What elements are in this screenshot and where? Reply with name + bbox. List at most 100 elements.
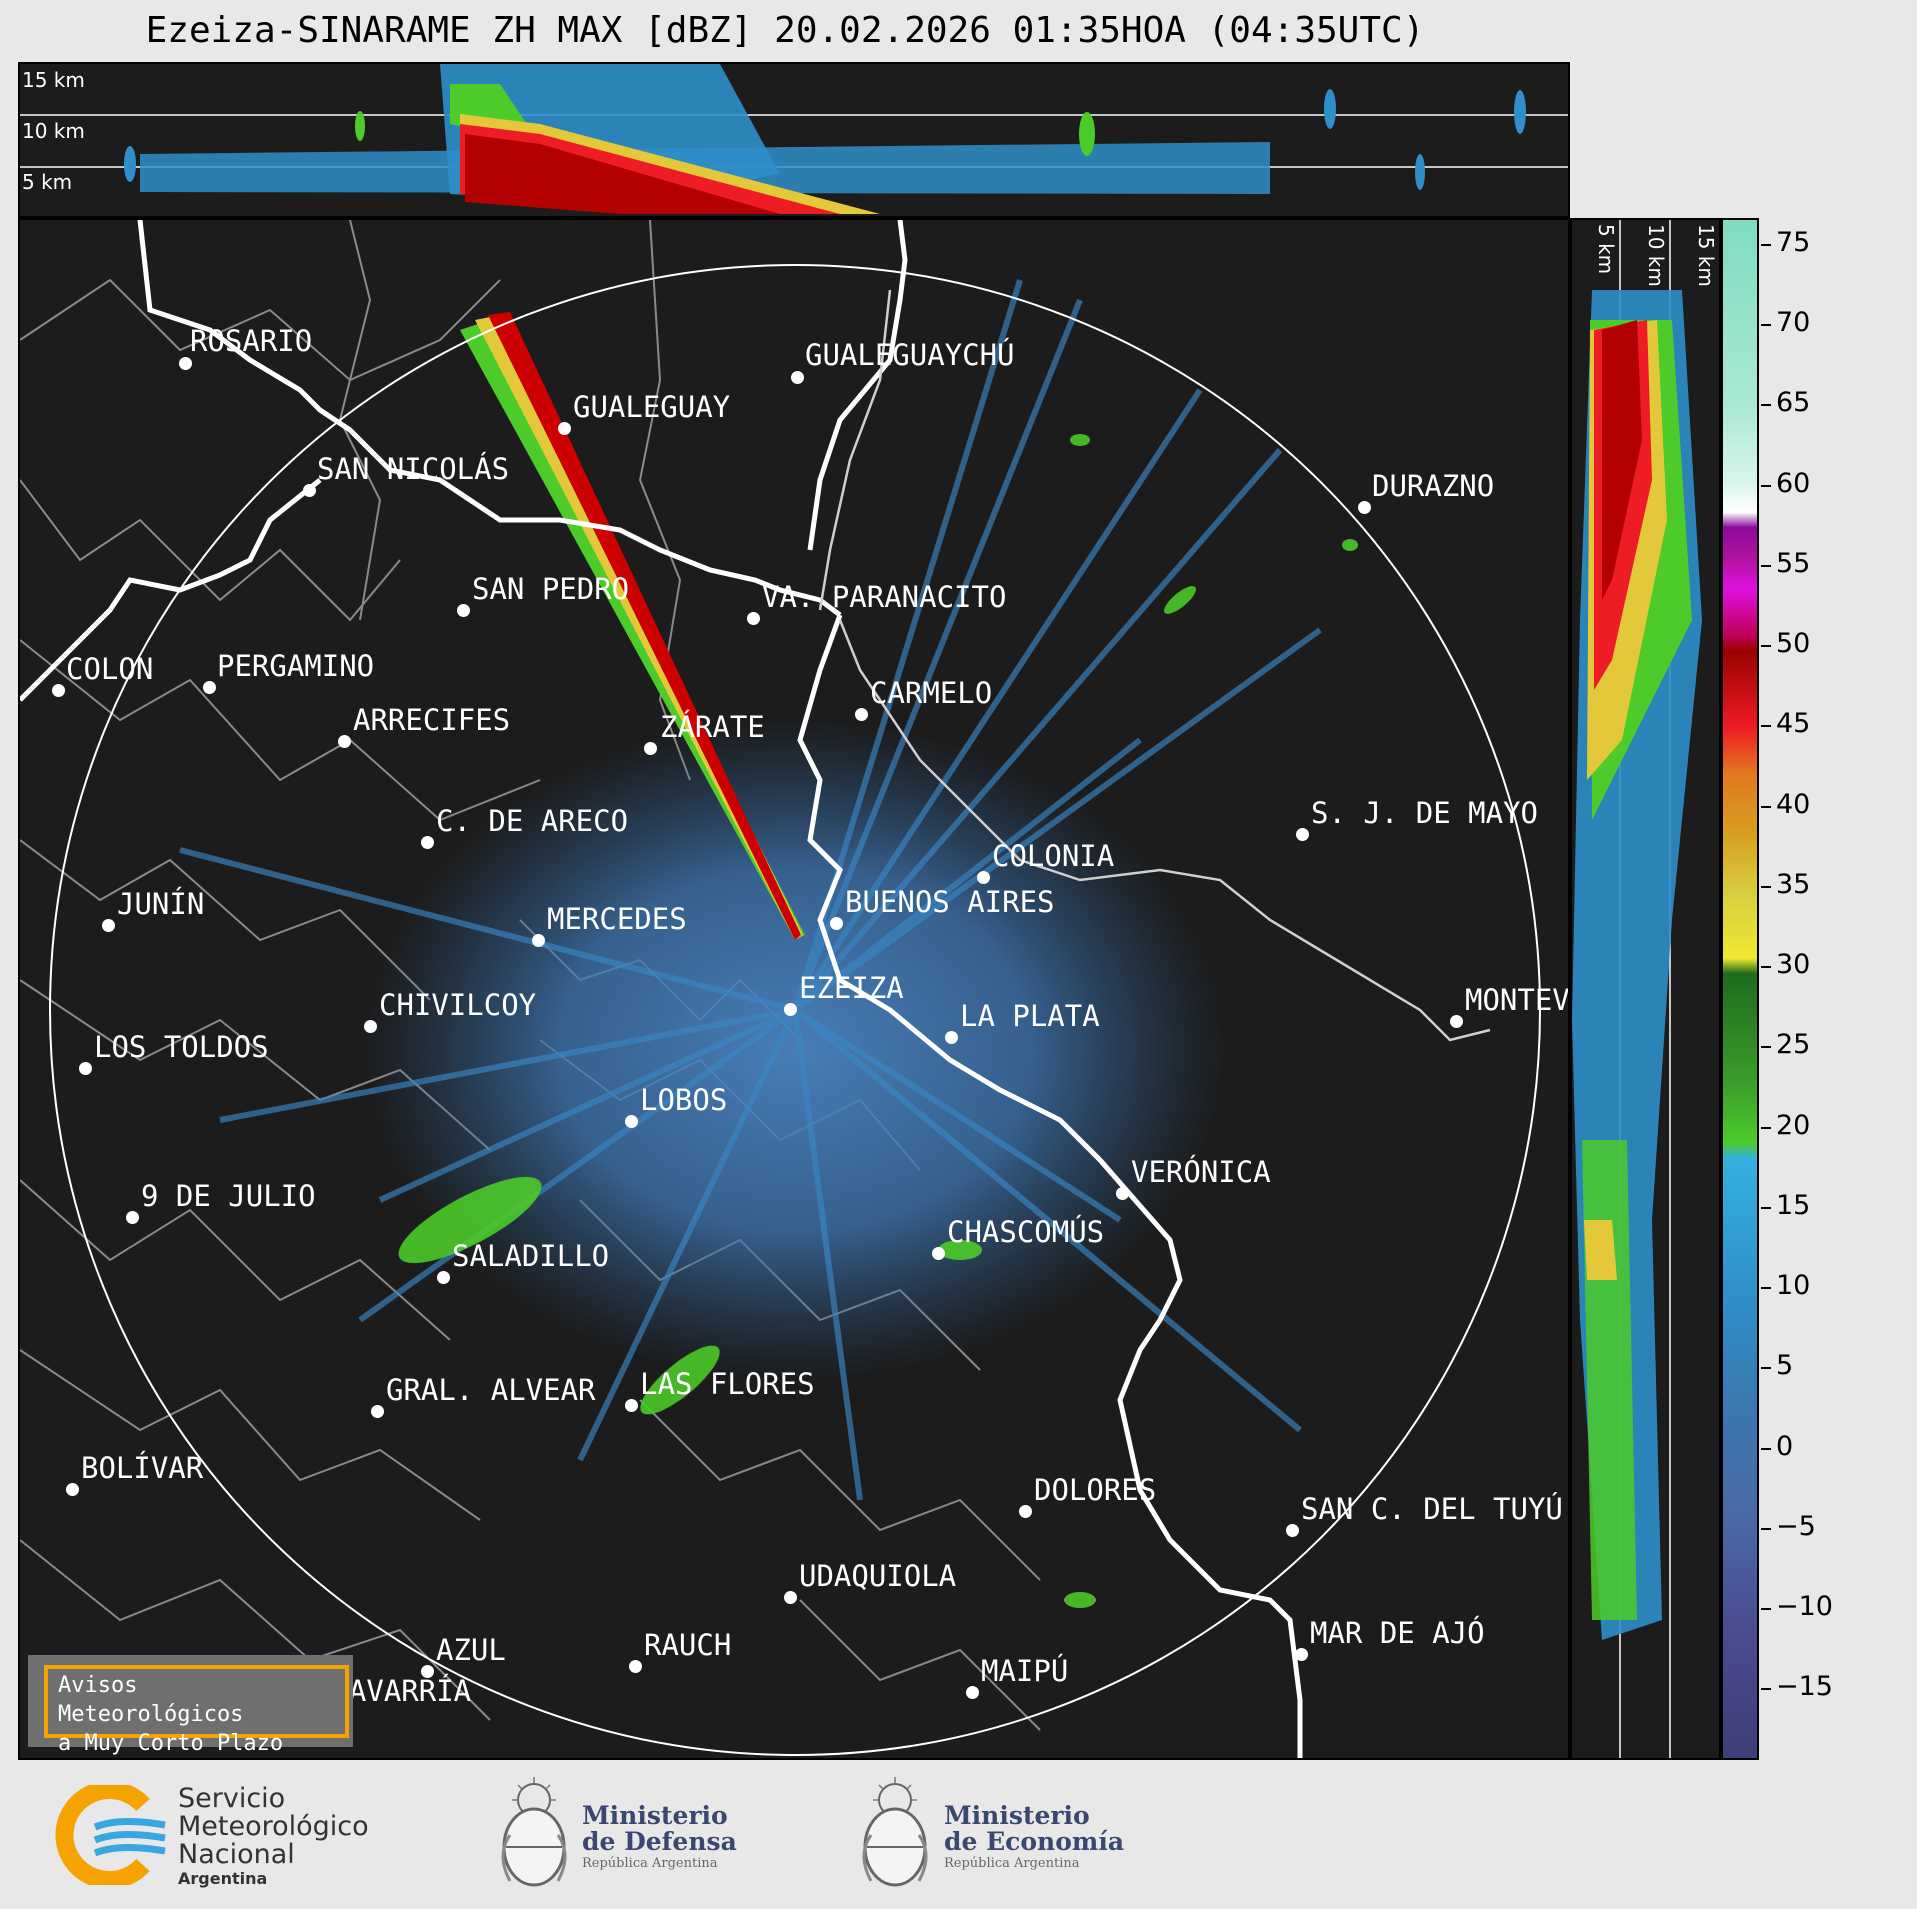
city-dot (791, 371, 804, 384)
city-dot (932, 1247, 945, 1260)
side-cross-section-graphic (1572, 220, 1702, 1758)
city-buenos-aires: BUENOS AIRES (845, 885, 1055, 919)
river-lines (818, 289, 1491, 1042)
city-durazno: DURAZNO (1372, 469, 1495, 503)
city-carmelo: CARMELO (870, 676, 993, 710)
colorbar-tick-20: 20 (1776, 1110, 1811, 1141)
top-height-label-5: 5 km (22, 170, 73, 194)
smn-logo-text: Servicio Meteorológico Nacional Argentin… (178, 1785, 369, 1889)
economia-line-1: Ministerio (944, 1801, 1090, 1830)
city-dot (126, 1211, 139, 1224)
defensa-line-1: Ministerio (582, 1801, 728, 1830)
city-chivilcoy: CHIVILCOY (379, 988, 537, 1022)
side-height-label-10: 10 km (1644, 224, 1668, 287)
city-dot (644, 742, 657, 755)
city-dot (625, 1115, 638, 1128)
colorbar-tick-75: 75 (1776, 227, 1811, 258)
colorbar-tick-15: 15 (1776, 1190, 1811, 1221)
economia-logo-text: Ministerio de Economía República Argenti… (944, 1803, 1124, 1873)
map-graphic (20, 220, 1541, 1758)
city-colonia: COLONIA (992, 839, 1115, 873)
city-dot (532, 934, 545, 947)
defensa-logo-text: Ministerio de Defensa República Argentin… (582, 1803, 737, 1873)
city-dot (1295, 1648, 1308, 1661)
warning-banner-text: Avisos Meteorológicos a Muy Corto Plazo (44, 1665, 349, 1756)
city-dot (371, 1405, 384, 1418)
smn-logo-icon (55, 1785, 166, 1885)
city-dot (1450, 1015, 1463, 1028)
city-dolores: DOLORES (1034, 1473, 1157, 1507)
city-san-c-del-tuyu: SAN C. DEL TUYÚ (1301, 1492, 1563, 1526)
city-arrecifes: ARRECIFES (353, 703, 511, 737)
range-ring (49, 264, 1541, 1756)
colorbar-tick-30: 30 (1776, 949, 1811, 980)
city-san-nicolas: SAN NICOLÁS (317, 452, 510, 486)
warning-line-1: Avisos Meteorológicos (58, 1673, 244, 1727)
warning-line-2: a Muy Corto Plazo (58, 1731, 284, 1756)
economia-line-2: de Economía (944, 1827, 1125, 1856)
city-gualeguaychu: GUALEGUAYCHÚ (805, 338, 1015, 372)
city-dot (338, 735, 351, 748)
city-mercedes: MERCEDES (547, 902, 687, 936)
city-gral-alvear: GRAL. ALVEAR (386, 1373, 596, 1407)
coast-borders (20, 220, 1303, 1758)
city-dot (625, 1399, 638, 1412)
city-dot (66, 1483, 79, 1496)
top-cross-section: 15 km 10 km 5 km (18, 62, 1570, 218)
city-dot (629, 1660, 642, 1673)
city-dot (457, 604, 470, 617)
city-montevideo: MONTEVIDEO (1465, 983, 1570, 1017)
economia-line-3: República Argentina (944, 1856, 1080, 1871)
colorbar-tick-minus10: −10 (1776, 1591, 1833, 1622)
city-dot (1019, 1505, 1032, 1518)
city-dot (421, 1665, 434, 1678)
colorbar-tick-70: 70 (1776, 307, 1811, 338)
city-las-flores: LAS FLORES (640, 1367, 815, 1401)
city-chascomus: CHASCOMÚS (947, 1215, 1105, 1249)
city-dot (977, 871, 990, 884)
city-dot (437, 1271, 450, 1284)
top-cross-section-graphic (20, 64, 1568, 214)
colorbar-tick-0: 0 (1776, 1431, 1794, 1462)
colorbar (1721, 218, 1759, 1760)
colorbar-tick-minus15: −15 (1776, 1671, 1833, 1702)
top-height-label-15: 15 km (22, 68, 85, 92)
side-height-label-5: 5 km (1594, 224, 1618, 275)
city-maipu: MAIPÚ (981, 1654, 1069, 1688)
side-cross-section: 5 km 10 km 15 km (1570, 218, 1721, 1760)
city-lobos: LOBOS (640, 1083, 728, 1117)
city-los-toldos: LOS TOLDOS (94, 1030, 269, 1064)
city-c-de-areco: C. DE ARECO (436, 804, 629, 838)
colorbar-tick-40: 40 (1776, 789, 1811, 820)
colorbar-tick-5: 5 (1776, 1350, 1794, 1381)
city-san-pedro: SAN PEDRO (472, 572, 630, 606)
city-9-de-julio: 9 DE JULIO (141, 1179, 316, 1213)
city-rosario: ROSARIO (190, 324, 313, 358)
radar-map: ROSARIO GUALEGUAYCHÚ GUALEGUAY SAN NICOL… (18, 218, 1570, 1760)
city-saladillo: SALADILLO (452, 1239, 610, 1273)
city-dot (303, 484, 316, 497)
city-zarate: ZÁRATE (660, 710, 765, 744)
city-ezeiza: EZEIZA (799, 971, 904, 1005)
city-mar-de-ajo: MAR DE AJÓ (1310, 1616, 1485, 1650)
city-sj-de-mayo: S. J. DE MAYO (1311, 796, 1538, 830)
colorbar-tick-60: 60 (1776, 468, 1811, 499)
city-dot (102, 919, 115, 932)
city-dot (1286, 1524, 1299, 1537)
city-dot (364, 1020, 377, 1033)
colorbar-tick-10: 10 (1776, 1270, 1811, 1301)
city-udaquiola: UDAQUIOLA (799, 1559, 957, 1593)
city-colon: COLON (66, 652, 154, 686)
city-dot (79, 1062, 92, 1075)
warning-banner[interactable]: Avisos Meteorológicos a Muy Corto Plazo (28, 1655, 353, 1756)
echo-core (365, 720, 1225, 1380)
city-va-paranacito: VA. PARANACITO (762, 580, 1007, 614)
top-height-label-10: 10 km (22, 119, 85, 143)
city-dot (945, 1031, 958, 1044)
city-dot (203, 681, 216, 694)
coat-of-arms-icon (862, 1777, 928, 1887)
city-dot (830, 917, 843, 930)
city-veronica: VERÓNICA (1131, 1155, 1271, 1189)
smn-line-1: Servicio (178, 1783, 286, 1814)
city-la-plata: LA PLATA (960, 999, 1100, 1033)
